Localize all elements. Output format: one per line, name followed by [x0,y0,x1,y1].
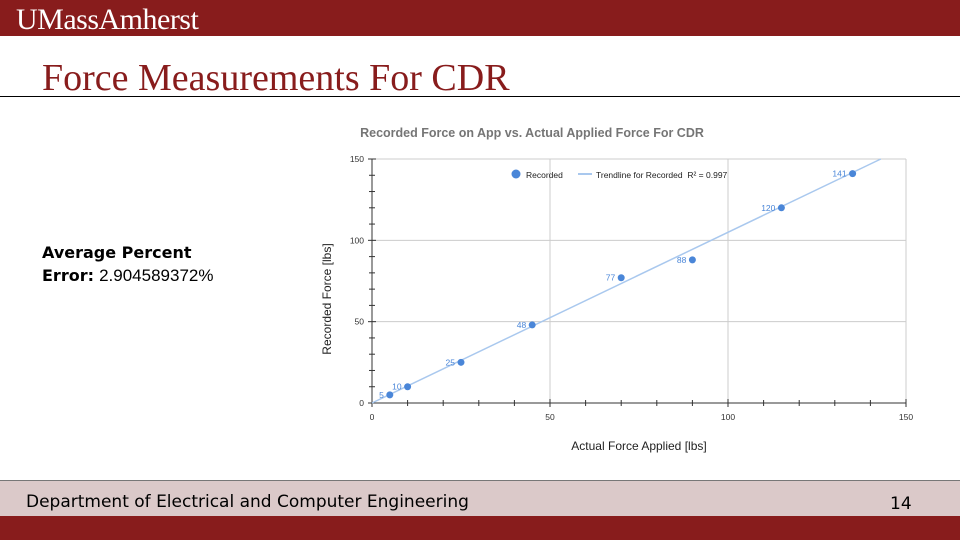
x-tick-label: 50 [545,412,555,422]
data-point [386,391,394,399]
x-tick-label: 150 [899,412,913,422]
axis-ticks: 0 50 100 150 0 50 100 150 [350,154,914,422]
y-tick-label: 150 [350,154,364,164]
data-point [849,170,857,178]
stat-label-line2: Error: [42,266,94,285]
slide-title: Force Measurements For CDR [42,57,510,99]
data-point [457,358,465,366]
data-label: 48 [517,320,527,330]
data-label: 25 [446,357,456,367]
chart-title: Recorded Force on App vs. Actual Applied… [360,126,704,140]
y-tick-label: 100 [350,235,364,245]
legend-label-recorded: Recorded [526,170,563,180]
data-point [528,321,536,329]
data-point [688,256,696,264]
data-label: 77 [606,273,616,283]
title-divider [0,96,960,97]
umass-amherst-logo: UMassAmherst [16,3,199,36]
data-label: 141 [832,169,846,179]
data-point [617,274,625,282]
plot-series: 5 10 25 48 77 88 120 141 [371,158,882,404]
chart-legend: Recorded Trendline for Recorded R² = 0.9… [511,169,728,180]
x-tick-label: 100 [721,412,735,422]
data-label: 5 [379,390,384,400]
average-percent-error: Average Percent Error: 2.904589372% [42,241,272,287]
y-tick-label: 50 [355,317,365,327]
x-axis-label: Actual Force Applied [lbs] [571,439,706,453]
legend-marker-recorded [511,169,521,179]
page-number: 14 [890,494,912,514]
trendline [371,158,882,404]
y-axis-label: Recorded Force [lbs] [320,243,334,354]
header-bar: UMassAmherst [0,0,960,36]
stat-value: 2.904589372% [99,266,214,285]
footer-band [0,480,960,517]
data-point [777,204,785,212]
legend-label-trendline: Trendline for Recorded R² = 0.997 [596,170,728,180]
y-tick-label: 0 [359,398,364,408]
x-tick-label: 0 [370,412,375,422]
data-label: 120 [761,203,775,213]
department-name: Department of Electrical and Computer En… [26,492,469,512]
data-point [404,383,412,391]
force-scatter-chart: Recorded Force on App vs. Actual Applied… [320,126,914,453]
plot-grid [371,158,907,404]
data-label: 10 [392,382,402,392]
stat-label-line1: Average Percent [42,243,192,262]
bottom-bar [0,516,960,540]
data-label: 88 [677,255,687,265]
